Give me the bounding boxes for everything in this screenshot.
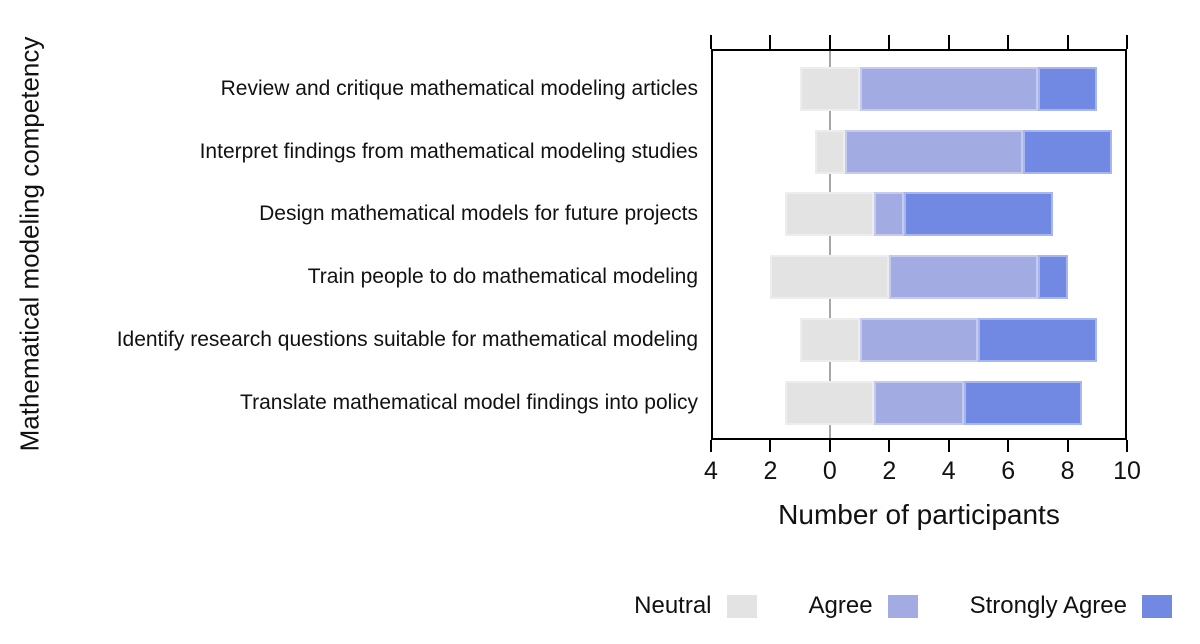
x-axis-tick-top	[888, 35, 891, 49]
x-axis-tick-label: 4	[704, 457, 718, 485]
legend-label: Agree	[808, 592, 873, 619]
zero-gridline	[828, 51, 831, 438]
x-axis-tick-label: 6	[1001, 457, 1016, 485]
legend-swatch	[1142, 594, 1172, 618]
bar-segment-agree	[859, 317, 979, 362]
x-axis-tick-label: 2	[763, 457, 778, 485]
x-axis-tick-top	[710, 35, 712, 49]
category-label: Translate mathematical model findings in…	[240, 390, 698, 414]
bar-segment-agree	[874, 380, 964, 425]
legend-swatch	[726, 594, 757, 618]
legend-swatch	[887, 594, 918, 618]
bar-segment-neutral	[785, 192, 875, 237]
bar-segment-strongly-agree	[963, 380, 1083, 425]
bar-segment-strongly-agree	[1023, 129, 1113, 174]
bar-segment-agree	[889, 255, 1038, 300]
category-label: Review and critique mathematical modelin…	[220, 77, 698, 100]
legend-label: Strongly Agree	[969, 592, 1127, 619]
legend-item-neutral: Neutral	[634, 592, 757, 620]
x-axis-tick-bottom	[769, 440, 772, 452]
category-label: Train people to do mathematical modeling	[307, 265, 698, 289]
category-label: Identify research questions suitable for…	[116, 327, 698, 351]
legend-item-strongly-agree: Strongly Agree	[970, 592, 1172, 620]
x-axis-tick-top	[1126, 35, 1128, 49]
bar-segment-neutral	[770, 255, 890, 300]
x-axis-tick-label: 8	[1060, 457, 1075, 485]
x-axis-tick-bottom	[947, 440, 950, 452]
bar-segment-agree	[844, 129, 1023, 174]
x-axis-tick-bottom	[828, 440, 831, 452]
bar-segment-strongly-agree	[1037, 255, 1068, 300]
x-axis-tick-top	[828, 35, 831, 49]
bar-segment-neutral	[785, 380, 875, 425]
bar-segment-agree	[859, 67, 1038, 111]
bar-segment-neutral	[815, 129, 845, 174]
legend-label: Neutral	[634, 592, 712, 619]
category-label: Interpret findings from mathematical mod…	[199, 139, 698, 163]
x-axis-tick-bottom	[1126, 440, 1128, 452]
x-axis-tick-label: 2	[882, 457, 897, 485]
x-axis-tick-label: 10	[1113, 457, 1141, 485]
plot-area	[711, 49, 1127, 440]
bar-segment-neutral	[800, 317, 860, 362]
bar-segment-neutral	[800, 67, 860, 111]
bar-segment-agree	[874, 192, 905, 237]
x-axis-tick-label: 4	[941, 457, 956, 485]
legend-item-agree: Agree	[809, 592, 918, 620]
x-axis-tick-bottom	[888, 440, 891, 452]
x-axis-tick-top	[1066, 35, 1069, 49]
x-axis-tick-bottom	[710, 440, 712, 452]
bar-segment-strongly-agree	[978, 317, 1098, 362]
x-axis-tick-label: 0	[822, 457, 837, 485]
bar-segment-strongly-agree	[1037, 67, 1098, 111]
x-axis-tick-bottom	[1007, 440, 1010, 452]
legend: Neutral Agree Strongly Agree	[634, 592, 1172, 620]
category-label: Design mathematical models for future pr…	[259, 202, 698, 226]
x-axis-title: Number of participants	[778, 499, 1060, 530]
x-axis-tick-top	[947, 35, 950, 49]
x-axis-tick-top	[1007, 35, 1010, 49]
x-axis-tick-bottom	[1066, 440, 1069, 452]
bar-segment-strongly-agree	[904, 192, 1053, 237]
x-axis-tick-top	[769, 35, 772, 49]
